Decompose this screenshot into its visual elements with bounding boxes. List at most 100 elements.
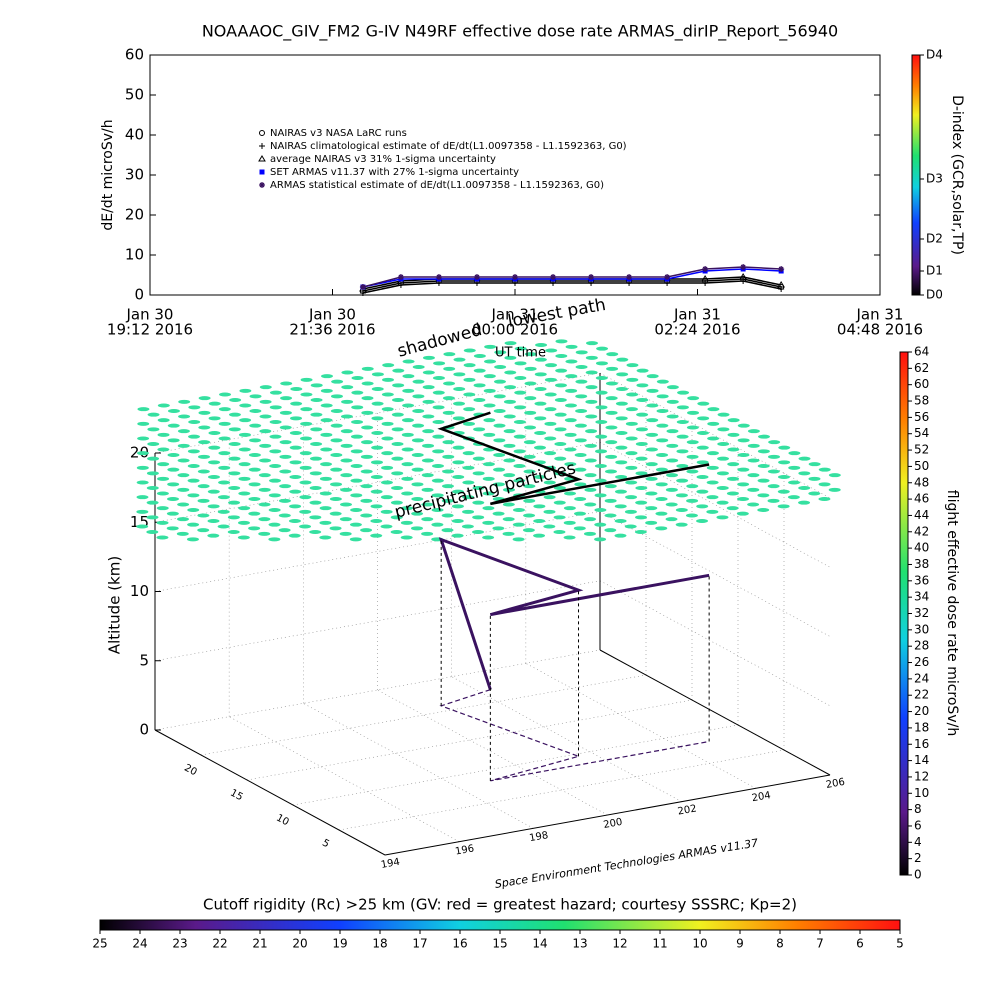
dose-field-dot (778, 460, 791, 465)
dose-field-dot (400, 535, 413, 540)
dose-field-dot (167, 438, 180, 443)
dose-field-dot (441, 484, 454, 489)
colorbar-tick-label: 58 (914, 394, 929, 408)
dose-field-dot (707, 436, 720, 441)
dose-field-dot (798, 500, 811, 505)
dose-field-dot (411, 438, 424, 443)
dose-field-dot (595, 376, 608, 380)
dose-field-dot (156, 535, 169, 540)
dose-field-dot (137, 421, 150, 426)
dose-field-dot (788, 465, 801, 470)
dose-field-dot (299, 465, 312, 470)
colorbar-tick-label: 20 (292, 937, 307, 951)
dose-field-dot (238, 462, 251, 467)
dose-field-dot (146, 500, 159, 505)
dose-field-dot (575, 394, 588, 399)
dose-field-dot (299, 436, 312, 441)
dose-field-dot (615, 401, 628, 406)
dose-field-dot (146, 471, 159, 476)
dose-field-dot (156, 491, 169, 496)
dose-field-dot (432, 449, 445, 454)
dose-field-dot (706, 451, 719, 456)
dose-field-dot (380, 524, 393, 529)
legend-marker (259, 143, 265, 149)
colorbar-tick-label: 40 (914, 541, 929, 555)
dose-field-dot (157, 447, 170, 452)
dose-field-dot (503, 443, 516, 448)
dose-field-dot (259, 385, 272, 390)
dose-field-dot (777, 504, 790, 509)
dose-field-dot (310, 412, 323, 417)
colorbar-tick-label: D1 (926, 264, 943, 278)
dose-field-dot (615, 445, 628, 450)
colorbar-tick-label: 24 (132, 937, 147, 951)
dose-field-dot (553, 486, 566, 490)
axis (384, 774, 831, 856)
dose-field-dot (595, 405, 608, 410)
dose-field-dot (432, 420, 445, 424)
dose-field-dot (605, 440, 618, 445)
dose-field-dot (604, 498, 617, 503)
dose-field-dot (493, 379, 506, 384)
grid-line (154, 511, 601, 592)
dose-field-dot (411, 482, 424, 487)
dose-field-dot (524, 352, 537, 357)
dose-field-dot (451, 519, 464, 523)
dose-field-dot (371, 401, 384, 406)
legend-marker (259, 182, 265, 188)
dose-field-dot (512, 522, 525, 527)
dose-field-dot (370, 519, 383, 523)
colorbar-tick-label: 19 (332, 937, 347, 951)
dose-field-dot (707, 421, 720, 426)
dose-field-dot (767, 498, 780, 503)
dose-field-dot (371, 372, 384, 377)
dose-field-dot (524, 381, 537, 386)
dose-field-dot (767, 469, 780, 474)
dose-field-dot (624, 509, 637, 514)
dose-field-dot (767, 454, 780, 459)
dose-field-dot (259, 443, 272, 448)
dose-field-dot (319, 476, 332, 481)
dose-field-dot (492, 526, 505, 531)
grid-line (154, 580, 601, 662)
dose-field-dot (339, 531, 352, 536)
dose-field-dot (258, 487, 271, 492)
dose-field-dot (157, 476, 170, 481)
dose-field-dot (777, 489, 790, 494)
dose-field-dot (513, 434, 526, 439)
dose-field-dot (453, 357, 466, 362)
dose-field-dot (228, 486, 241, 490)
colorbar-tick-label: 2 (914, 851, 922, 865)
dose-field-dot (504, 385, 517, 390)
dose-field-dot (616, 372, 629, 377)
x-tick-label: Jan 31 (856, 306, 904, 324)
dose-field-dot (269, 434, 282, 439)
dose-field-dot (319, 491, 332, 496)
dose-field-dot (482, 491, 495, 496)
dose-field-dot (483, 418, 496, 423)
dose-field-dot (249, 394, 262, 399)
dose-field-dot (290, 416, 303, 421)
dose-field-dot (564, 491, 577, 496)
dose-field-dot (249, 438, 262, 443)
dose-field-dot (675, 508, 688, 512)
colorbar-tick-label: 11 (652, 937, 667, 951)
dose-field-dot (452, 475, 465, 479)
dose-field-dot (412, 394, 425, 399)
dose-field-dot (381, 407, 394, 412)
dose-field-dot (696, 504, 709, 509)
dose-field-dot (828, 487, 841, 492)
dose-field-dot (614, 533, 627, 538)
dose-field-dot (545, 348, 558, 353)
dose-field-dot (187, 522, 200, 527)
colorbar-tick-label: 12 (612, 937, 627, 951)
dose-field-dot (512, 537, 525, 542)
y-tick-label: 40 (125, 126, 144, 144)
x-tick-label: 204 (751, 790, 772, 804)
dose-field-dot (787, 495, 800, 500)
dose-field-dot (136, 495, 149, 500)
dose-field-dot (136, 465, 149, 470)
dose-field-dot (299, 524, 312, 529)
dose-field-dot (472, 530, 485, 534)
